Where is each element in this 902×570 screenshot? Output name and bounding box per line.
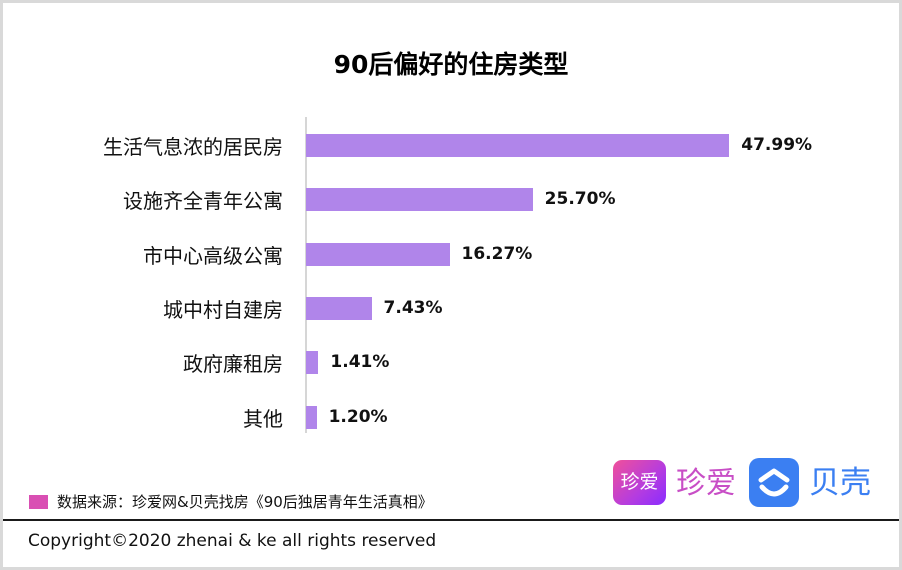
ke-logo-text: 贝壳 — [809, 465, 871, 501]
value-label: 47.99% — [741, 135, 813, 155]
copyright-text: Copyright©2020 zhenai & ke all rights re… — [28, 531, 437, 551]
category-label: 其他 — [243, 407, 283, 431]
category-label: 政府廉租房 — [183, 352, 283, 376]
bar-row: 市中心高级公寓 16.27% — [3, 243, 899, 268]
value-label: 25.70% — [544, 189, 616, 209]
category-label: 市中心高级公寓 — [143, 244, 283, 268]
bar — [306, 406, 317, 429]
bar-row: 设施齐全青年公寓 25.70% — [3, 188, 899, 213]
bar — [306, 188, 533, 211]
bar — [306, 297, 372, 320]
value-label: 7.43% — [383, 298, 443, 318]
chart-title: 90后偏好的住房类型 — [333, 50, 569, 79]
category-label: 城中村自建房 — [163, 298, 283, 322]
category-label: 设施齐全青年公寓 — [123, 189, 283, 213]
bar-row: 政府廉租房 1.41% — [3, 351, 899, 376]
value-label: 16.27% — [461, 244, 533, 264]
zhenai-logo-icon: 珍爱 — [613, 460, 666, 505]
category-label: 生活气息浓的居民房 — [103, 135, 283, 159]
ke-house-logo-icon — [749, 458, 799, 507]
bar — [306, 351, 319, 374]
footer-divider — [3, 519, 899, 521]
y-axis-line — [305, 117, 307, 433]
bar — [306, 243, 450, 266]
source-legend-swatch — [29, 495, 48, 509]
bar-row: 生活气息浓的居民房 47.99% — [3, 134, 899, 159]
zhenai-logo-text: 珍爱 — [676, 466, 736, 501]
value-label: 1.20% — [328, 407, 388, 427]
bar — [306, 134, 730, 157]
bar-row: 城中村自建房 7.43% — [3, 297, 899, 322]
value-label: 1.41% — [330, 352, 390, 372]
chart-frame: 90后偏好的住房类型 生活气息浓的居民房 47.99% 设施齐全青年公寓 25.70%… — [3, 3, 899, 567]
bar-row: 其他 1.20% — [3, 406, 899, 431]
data-source-note: 数据来源：珍爱网&贝壳找房《90后独居青年生活真相》 — [57, 493, 433, 511]
